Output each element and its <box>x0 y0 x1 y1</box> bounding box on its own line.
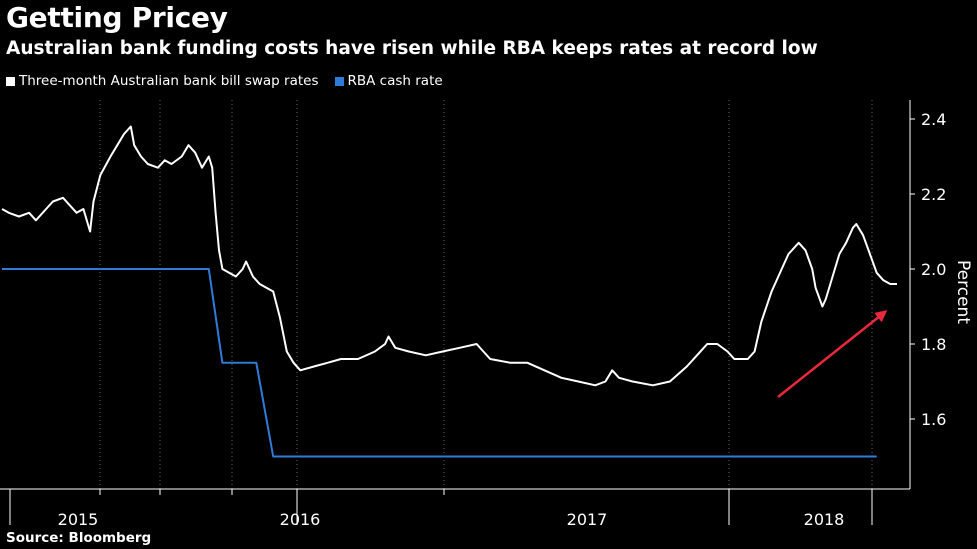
y-tick-label-3: 2.2 <box>921 185 946 204</box>
x-tick-label-2018: 2018 <box>804 510 845 529</box>
y-tick-label-4: 2.4 <box>921 110 946 129</box>
legend-swatch-bbsw <box>6 76 15 86</box>
legend-label-bbsw: Three-month Australian bank bill swap ra… <box>19 73 319 89</box>
series-line-bbsw <box>1 125 897 387</box>
legend-label-rba: RBA cash rate <box>347 73 443 89</box>
chart-subtitle: Australian bank funding costs have risen… <box>6 38 818 59</box>
trend-arrow <box>777 310 888 398</box>
x-tick-label-2016: 2016 <box>280 510 321 529</box>
axes: 1.6 1.8 2.0 2.2 2.4 Percent 2015 2016 2017 2018 <box>0 100 973 529</box>
legend-swatch-rba <box>334 76 344 86</box>
y-axis-label: Percent <box>953 260 973 324</box>
y-tick-label-0: 1.6 <box>921 410 946 429</box>
series-group <box>1 125 897 458</box>
series-line-rba <box>2 268 877 458</box>
chart-title: Getting Pricey <box>6 1 228 34</box>
x-tick-label-2015: 2015 <box>58 510 99 529</box>
legend-item-bbsw: Three-month Australian bank bill swap ra… <box>6 73 319 89</box>
gridlines <box>99 100 873 489</box>
source-note: Source: Bloomberg <box>6 530 152 546</box>
legend-item-rba: RBA cash rate <box>334 73 443 89</box>
x-tick-label-2017: 2017 <box>567 510 608 529</box>
y-tick-label-1: 1.8 <box>921 335 946 354</box>
legend: Three-month Australian bank bill swap ra… <box>6 73 459 89</box>
y-tick-label-2: 2.0 <box>921 260 946 279</box>
